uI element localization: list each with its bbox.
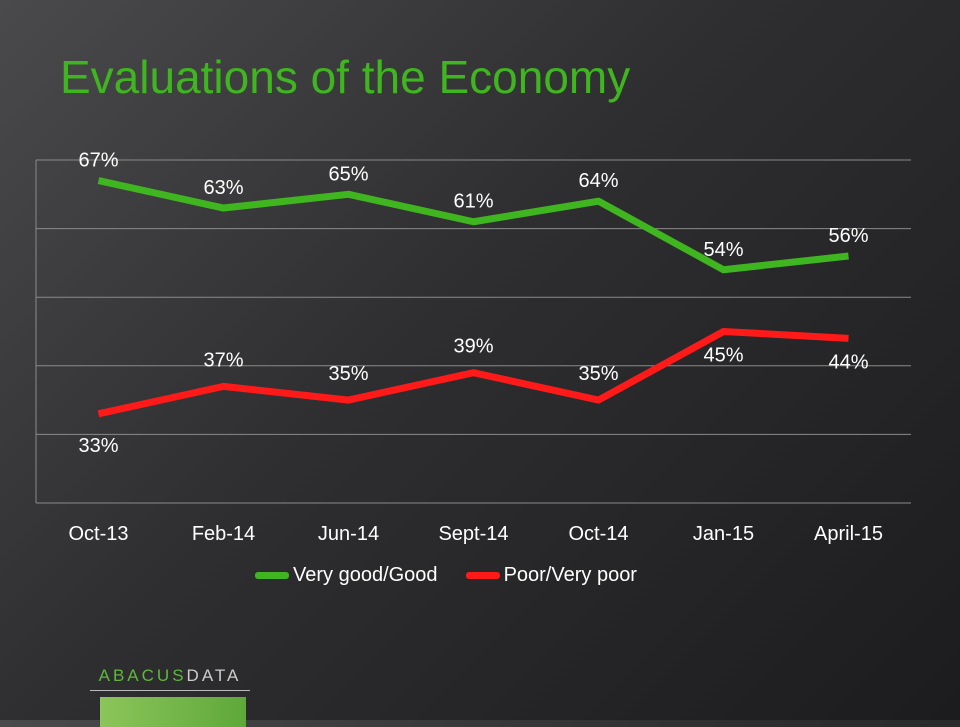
legend-item-poor: Poor/Very poor <box>465 564 637 587</box>
x-tick-label: Oct-13 <box>68 523 128 545</box>
data-label: 37% <box>203 349 243 371</box>
x-tick-label: Jan-15 <box>693 523 754 545</box>
legend-swatch <box>255 572 289 579</box>
chart-title: Evaluations of the Economy <box>60 51 631 103</box>
series-line <box>97 328 849 418</box>
data-label: 61% <box>453 191 493 213</box>
legend-label: Poor/Very poor <box>503 564 637 586</box>
data-label: 45% <box>703 345 743 367</box>
x-tick-label: April-15 <box>814 523 883 545</box>
legend-item-good: Very good/Good <box>255 564 438 587</box>
data-label: 65% <box>328 163 368 185</box>
data-label: 54% <box>703 239 743 261</box>
x-tick-label: Jun-14 <box>318 523 379 545</box>
series-line <box>97 177 849 274</box>
data-label: 35% <box>328 363 368 385</box>
x-tick-label: Feb-14 <box>192 523 255 545</box>
data-label: 44% <box>828 351 868 373</box>
x-tick-label: Oct-14 <box>568 523 628 545</box>
abacus-data-logo: ABACUSDATA <box>90 666 250 727</box>
data-label: 64% <box>578 170 618 192</box>
logo-text-abacus: ABACUS <box>98 666 187 685</box>
legend-label: Very good/Good <box>293 564 438 586</box>
data-label: 39% <box>453 336 493 358</box>
data-label: 56% <box>828 225 868 247</box>
data-label: 35% <box>578 363 618 385</box>
legend: Very good/Good Poor/Very poor <box>255 564 637 587</box>
data-label: 67% <box>78 150 118 172</box>
x-tick-label: Sept-14 <box>438 523 508 545</box>
logo-text-data: DATA <box>186 666 242 685</box>
legend-swatch <box>465 572 500 579</box>
data-label: 33% <box>78 435 118 457</box>
data-label: 63% <box>203 177 243 199</box>
